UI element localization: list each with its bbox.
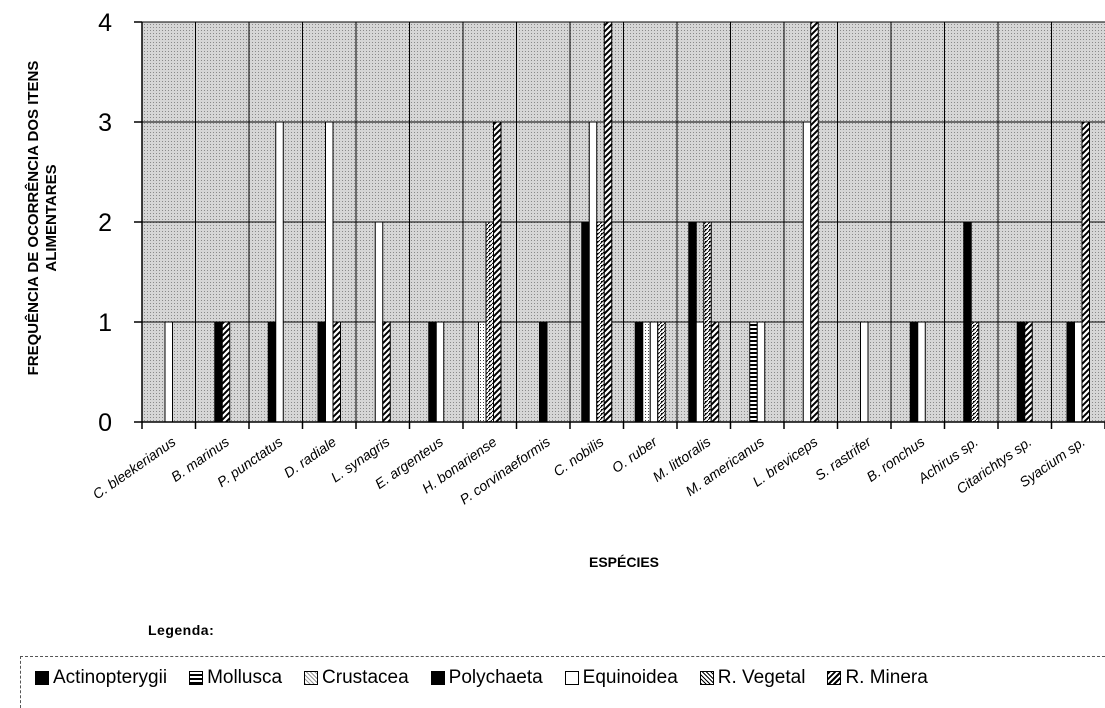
legend-label: Actinopterygii [53,667,168,688]
legend-item: R. Minera [827,667,928,689]
bar-r-mineral [810,21,819,423]
legend-swatch [827,671,842,685]
bar-actinopterygii [909,321,919,423]
y-axis-title: FREQUÊNCIA DE OCORRÊNCIA DOS ITENSALIMEN… [24,61,60,376]
bar-actinopterygii [1066,321,1075,423]
bar-equinoidea [860,321,869,423]
bar-r-vegetal [970,321,980,423]
legend-item: Mollusca [189,667,282,689]
bar-actinopterygii [1016,321,1026,423]
legend-swatch [564,671,579,685]
legend-swatch [189,671,204,685]
bar-actinopterygii [267,321,277,423]
bar-equinoidea [649,321,659,423]
bar-actinopterygii [688,221,697,423]
legend-title: Legenda: [148,622,215,638]
y-tick-label: 2 [98,209,112,237]
legend-label: Equinoidea [582,667,678,688]
bar-r-mineral [603,21,613,423]
legend-label: Polychaeta [448,667,543,688]
bar-equinoidea [1074,321,1083,423]
bar-r-mineral [382,321,391,423]
legend-item: Actinopterygii [35,667,167,689]
bar-polychaeta [214,321,223,423]
legend-label: R. Vegetal [717,667,806,688]
bar-crustacea [642,321,651,423]
y-tick-label: 0 [98,409,112,437]
bar-equinoidea [588,121,598,423]
bar-r-mineral [710,321,720,423]
legend-swatch [35,671,49,685]
legend-label: R. Minera [845,667,928,688]
bar-r-mineral [332,321,341,423]
y-tick-label: 1 [98,309,112,337]
legend-label: Mollusca [207,667,283,688]
bar-crustacea [478,321,487,423]
bar-equinoidea [756,321,766,423]
bar-r-vegetal [596,221,605,423]
bar-mollusca [749,321,758,423]
bar-r-vegetal [485,221,494,423]
bar-equinoidea [275,121,284,423]
x-axis-title: ESPÉCIES [589,554,659,570]
x-tick-label: P. corvinaeformis [457,433,553,507]
legend-item: Crustacea [304,667,409,689]
bar-equinoidea [164,321,173,423]
bar-r-mineral [1024,321,1033,423]
bar-r-vegetal [657,321,666,423]
legend-label: Crustacea [322,667,409,688]
legend-item: Equinoidea [564,667,678,689]
bar-actinopterygii [634,321,644,423]
legend-swatch [304,671,319,685]
bar-actinopterygii [963,221,972,423]
bar-equinoidea [917,321,926,423]
legend-swatch [699,671,714,685]
y-tick-label: 3 [98,109,112,137]
bar-equinoidea [802,121,812,423]
legend-item: R. Vegetal [699,667,806,689]
bar-r-vegetal [703,221,712,423]
legend-swatch [430,671,445,685]
bar-equinoidea [695,321,705,423]
x-tick-label: C. bleekerianus [90,433,179,502]
bar-r-mineral [1081,121,1090,423]
bar-equinoidea [325,121,334,423]
x-tick-label: C. nobilis [550,433,606,479]
legend: Actinopterygii Mollusca Crustacea Polychaet… [20,656,1105,708]
bar-actinopterygii [581,221,590,423]
bar-r-mineral [493,121,502,423]
legend-item: Polychaeta [430,667,543,689]
bar-actinopterygii [539,321,548,423]
bar-equinoidea [435,321,445,423]
bar-r-mineral [221,321,231,423]
bar-equinoidea [374,221,384,423]
bar-actinopterygii [317,321,326,423]
y-tick-label: 4 [98,9,112,37]
bar-actinopterygii [428,321,437,423]
